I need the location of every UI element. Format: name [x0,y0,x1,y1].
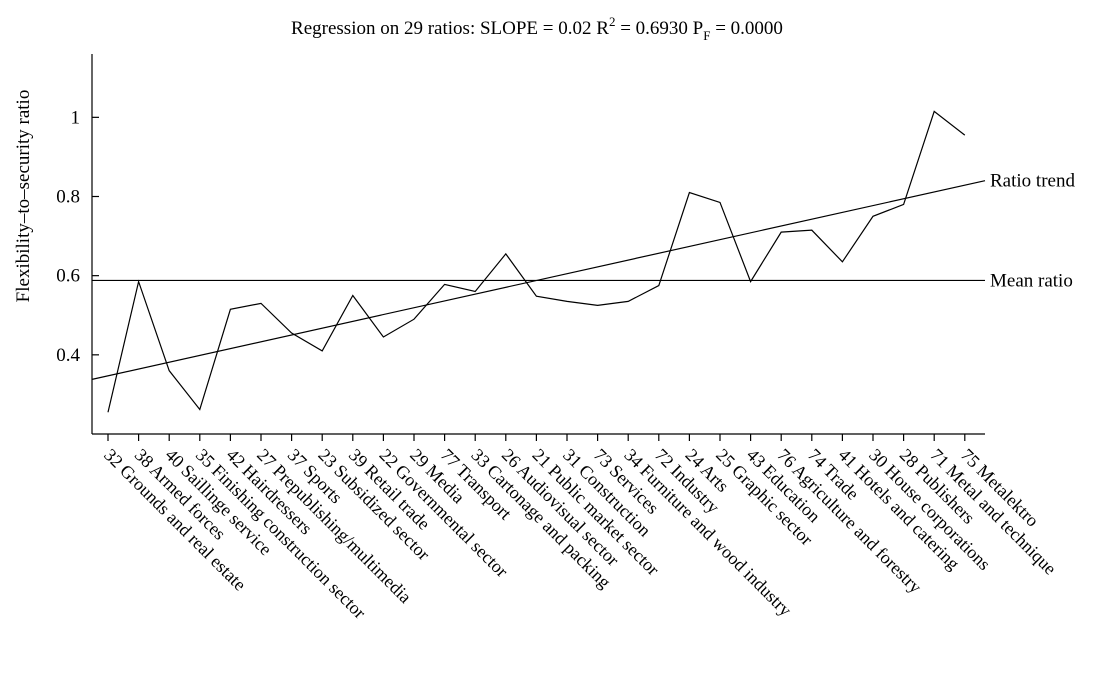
y-tick-label: 0.4 [56,345,80,366]
ratio-trend-label: Ratio trend [990,171,1075,192]
title-middle: = 0.6930 P [615,18,703,39]
mean-ratio-label: Mean ratio [990,270,1073,291]
y-tick-label: 0.6 [56,266,80,287]
ratio-series-line [107,110,966,413]
y-axis-label: Flexibility–to–security ratio [13,90,34,303]
chart-title: Regression on 29 ratios: SLOPE = 0.02 R2… [291,14,783,43]
title-p-subscript: F [703,28,710,43]
ratio-trend-line [91,180,986,380]
y-tick-label: 1 [71,107,81,128]
title-r-superscript: 2 [609,14,616,29]
title-prefix: Regression on 29 ratios: SLOPE = 0.02 R [291,18,609,39]
y-tick-label: 0.8 [56,187,80,208]
y-ticks: 0.4 0.6 0.8 1 [56,107,99,366]
title-suffix: = 0.0000 [710,18,782,39]
series [107,110,966,413]
axes [91,54,985,435]
reference-lines: Mean ratio Ratio trend [91,171,1075,380]
